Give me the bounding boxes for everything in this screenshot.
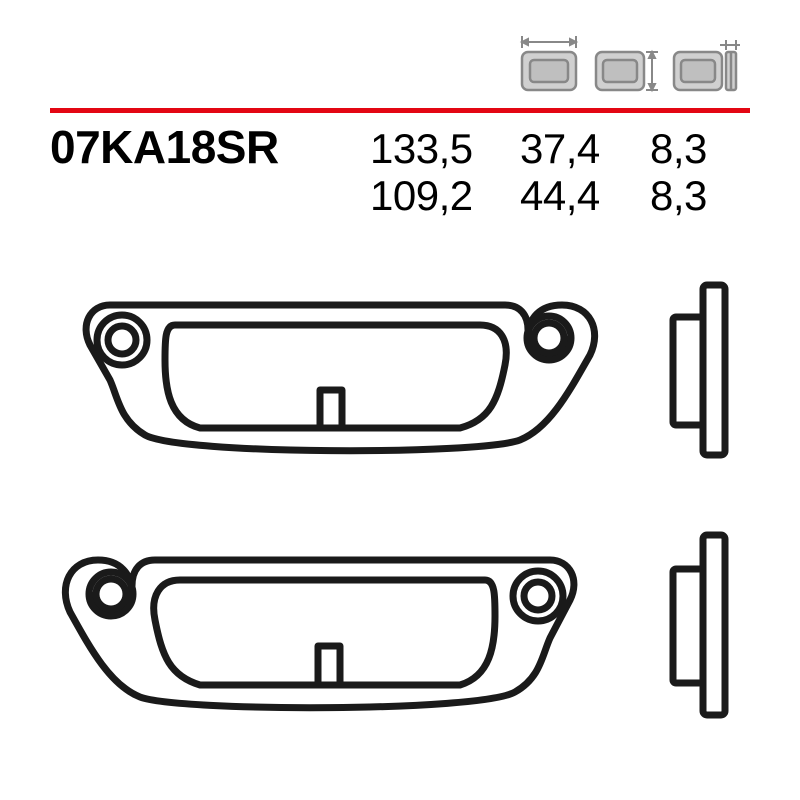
thickness-value-1: 8,3 — [650, 125, 740, 173]
length-value-2: 109,2 — [370, 172, 520, 220]
part-code: 07KA18SR — [50, 120, 360, 174]
height-value-2: 44,4 — [520, 172, 650, 220]
height-dim-icon — [592, 30, 662, 95]
brake-pad-top-front — [50, 270, 610, 490]
brake-pad-top-side — [655, 275, 750, 475]
dimension-icons-row — [514, 30, 740, 95]
spec-row-2: 109,2 44,4 8,3 — [50, 172, 750, 220]
length-dim-icon — [514, 30, 584, 95]
thickness-dim-icon — [670, 30, 740, 95]
thickness-value-2: 8,3 — [650, 172, 740, 220]
brake-pad-bottom-side — [655, 525, 750, 735]
brake-pad-bottom-front — [50, 520, 610, 750]
technical-drawings — [50, 250, 750, 770]
separator-line — [50, 108, 750, 113]
length-value-1: 133,5 — [370, 125, 520, 173]
spec-row-1: 07KA18SR 133,5 37,4 8,3 — [50, 120, 750, 174]
height-value-1: 37,4 — [520, 125, 650, 173]
